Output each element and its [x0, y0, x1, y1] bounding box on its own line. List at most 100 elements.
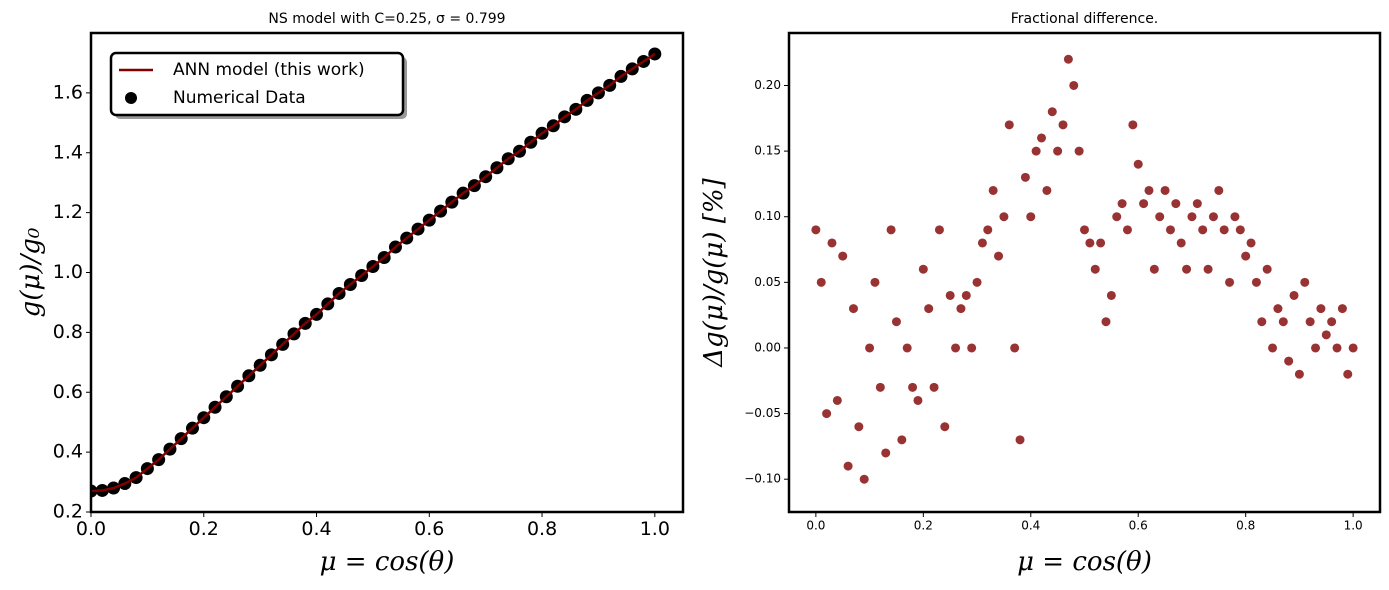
data-point	[1208, 212, 1218, 222]
legend-label: Numerical Data	[173, 88, 306, 108]
data-point	[1165, 225, 1175, 235]
data-point	[1214, 185, 1224, 195]
data-point	[1031, 146, 1041, 156]
y-tick-label: 0.2	[53, 501, 83, 523]
x-tick-label: 0.6	[1129, 519, 1148, 533]
data-point	[1133, 159, 1143, 169]
axes-frame	[89, 31, 685, 514]
data-point	[854, 422, 864, 432]
data-point	[1182, 264, 1192, 274]
y-tick-label: 0.10	[754, 209, 781, 223]
chart-title: Fractional difference.	[1011, 11, 1159, 27]
data-point	[891, 317, 901, 327]
data-point	[1101, 317, 1111, 327]
data-point	[1230, 212, 1240, 222]
data-point	[951, 343, 961, 353]
data-point	[1058, 120, 1068, 130]
data-point	[1155, 212, 1165, 222]
x-axis-label: μ = cos(θ)	[320, 547, 455, 577]
data-point	[1047, 107, 1057, 117]
data-point	[1171, 199, 1181, 209]
data-point	[1080, 225, 1089, 235]
data-point	[1316, 304, 1326, 314]
data-point	[838, 251, 848, 261]
data-point	[929, 382, 939, 392]
data-point	[1128, 120, 1138, 130]
data-point	[1085, 238, 1095, 248]
data-point	[1015, 435, 1025, 445]
chart-title: NS model with C=0.25, σ = 0.799	[268, 11, 505, 27]
data-point	[972, 277, 982, 287]
data-point	[843, 461, 853, 471]
y-tick-label: 1.4	[53, 141, 83, 163]
data-point	[988, 185, 998, 195]
x-tick-label: 1.0	[1344, 519, 1363, 533]
y-tick-label: 1.6	[53, 81, 83, 103]
data-point	[1343, 369, 1353, 379]
data-point	[1348, 343, 1358, 353]
data-point	[875, 382, 885, 392]
y-tick-label: 0.05	[754, 275, 781, 289]
x-tick-label: 0.4	[1021, 519, 1040, 533]
data-point	[1020, 172, 1030, 182]
y-tick-label: 1.2	[53, 201, 83, 223]
x-tick-label: 0.2	[189, 518, 219, 540]
x-tick-label: 0.8	[527, 518, 557, 540]
data-point	[1176, 238, 1186, 248]
data-point	[865, 343, 875, 353]
data-point	[902, 343, 912, 353]
data-point	[1074, 146, 1084, 156]
x-tick-label: 0.2	[914, 519, 933, 533]
data-point	[1112, 212, 1122, 222]
data-point	[1139, 199, 1149, 209]
data-point	[1235, 225, 1245, 235]
data-point	[908, 382, 918, 392]
data-point	[977, 238, 987, 248]
data-point	[1321, 330, 1331, 340]
x-tick-label: 0.4	[301, 518, 331, 540]
data-point	[994, 251, 1004, 261]
data-point	[1187, 212, 1197, 222]
data-point	[1305, 317, 1315, 327]
y-tick-label: −0.05	[744, 406, 781, 420]
data-point	[1004, 120, 1014, 130]
data-point	[1090, 264, 1100, 274]
data-point	[934, 225, 944, 235]
data-point	[1219, 225, 1229, 235]
data-point	[945, 290, 955, 300]
data-point	[1106, 290, 1116, 300]
data-point	[832, 395, 842, 405]
axes-frame	[787, 31, 1382, 514]
data-point	[999, 212, 1009, 222]
x-tick-label: 1.0	[640, 518, 670, 540]
data-point	[1203, 264, 1213, 274]
x-tick-label: 0.0	[806, 519, 825, 533]
data-point	[913, 395, 923, 405]
legend	[109, 51, 405, 117]
y-axis-label: g(μ)/g₀	[16, 227, 46, 317]
y-tick-label: 1.0	[53, 261, 83, 283]
legend-marker	[125, 92, 137, 104]
data-point	[1037, 133, 1047, 143]
data-point	[1257, 317, 1267, 327]
data-point	[1284, 356, 1294, 366]
data-point	[1327, 317, 1337, 327]
data-point	[1246, 238, 1256, 248]
data-point	[1278, 317, 1288, 327]
data-point	[1053, 146, 1063, 156]
data-point	[1268, 343, 1278, 353]
data-point	[1294, 369, 1304, 379]
data-point	[1063, 54, 1073, 64]
data-point	[1225, 277, 1235, 287]
data-point	[897, 435, 907, 445]
data-point	[1241, 251, 1251, 261]
plot-area	[91, 47, 662, 498]
data-point	[956, 304, 966, 314]
data-point	[1069, 80, 1079, 90]
y-tick-label: 0.8	[53, 321, 83, 343]
y-axis-label: Δg(μ)/g(μ) [%]	[699, 177, 729, 367]
data-point	[1198, 225, 1208, 235]
data-point	[827, 238, 837, 248]
data-point	[1149, 264, 1159, 274]
